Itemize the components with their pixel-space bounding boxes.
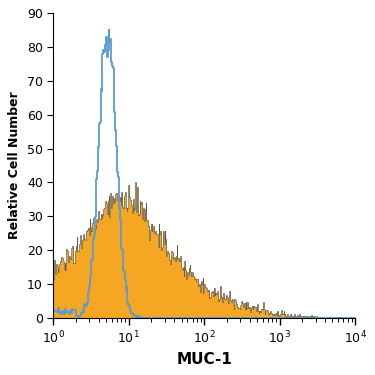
Y-axis label: Relative Cell Number: Relative Cell Number: [8, 92, 21, 239]
X-axis label: MUC-1: MUC-1: [176, 352, 232, 367]
